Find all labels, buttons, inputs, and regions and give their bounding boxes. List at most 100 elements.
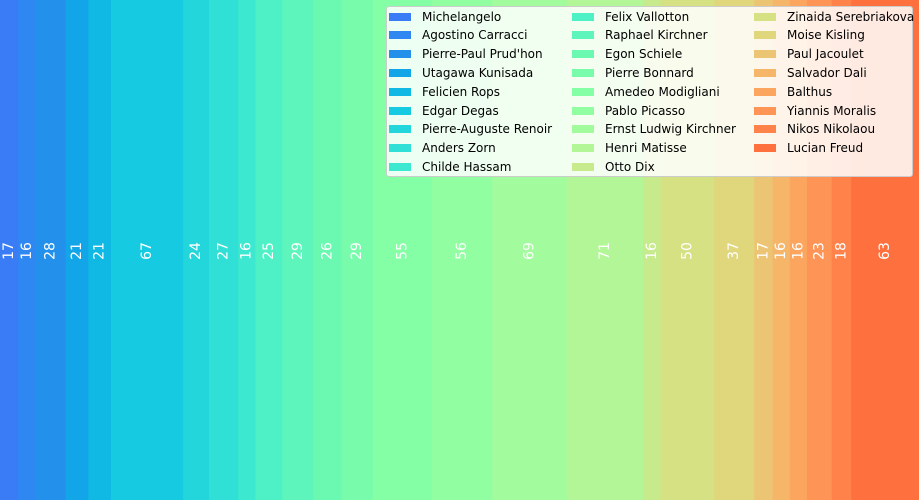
legend-swatch-7 (389, 144, 411, 153)
bar-1 (18, 0, 37, 500)
legend-entry-18: Zinaida Serebriakova (754, 7, 914, 26)
bar-2 (35, 0, 67, 500)
bar-0 (0, 0, 19, 500)
legend-swatch-12 (572, 68, 594, 77)
legend-entry-21: Salvador Dali (754, 63, 867, 82)
legend-label-22: Balthus (787, 84, 833, 99)
legend-label-21: Salvador Dali (787, 65, 867, 80)
legend-label-1: Agostino Carracci (422, 28, 528, 43)
legend-label-8: Childe Hassam (422, 159, 512, 174)
bar-value-label-20: 17 (755, 242, 771, 260)
legend-swatch-3 (389, 68, 411, 77)
legend-swatch-14 (572, 106, 594, 115)
legend-entry-5: Edgar Degas (389, 101, 499, 120)
legend-entry-10: Raphael Kirchner (572, 26, 708, 45)
bar-value-label-4: 21 (92, 242, 108, 260)
legend-entry-3: Utagawa Kunisada (389, 63, 533, 82)
legend-swatch-0 (389, 12, 411, 21)
legend-entry-1: Agostino Carracci (389, 26, 528, 45)
bar-value-label-18: 50 (679, 242, 695, 260)
legend-label-20: Paul Jacoulet (787, 47, 864, 62)
legend-entry-24: Nikos Nikolaou (754, 120, 875, 139)
bar-value-label-24: 18 (833, 242, 849, 260)
legend-label-18: Zinaida Serebriakova (787, 9, 915, 24)
legend-label-5: Edgar Degas (422, 103, 499, 118)
legend-swatch-19 (754, 31, 776, 40)
bar-value-label-3: 21 (69, 242, 85, 260)
legend-swatch-16 (572, 144, 594, 153)
legend-swatch-13 (572, 87, 594, 96)
legend-entry-23: Yiannis Moralis (754, 101, 876, 120)
legend-entry-25: Lucian Freud (754, 139, 863, 158)
legend-entry-13: Amedeo Modigliani (572, 82, 720, 101)
bar-value-label-14: 56 (454, 242, 470, 260)
legend-entry-12: Pierre Bonnard (572, 63, 694, 82)
bar-value-label-17: 16 (644, 242, 660, 260)
legend-swatch-2 (389, 50, 411, 59)
legend-swatch-20 (754, 50, 776, 59)
legend-entry-4: Felicien Rops (389, 82, 500, 101)
legend-label-6: Pierre-Auguste Renoir (422, 122, 553, 137)
legend-entry-22: Balthus (754, 82, 832, 101)
legend-swatch-24 (754, 125, 776, 134)
bar-value-label-12: 29 (349, 242, 365, 260)
legend-entry-0: Michelangelo (389, 7, 501, 26)
legend-label-11: Egon Schiele (605, 47, 683, 62)
legend-entry-19: Moise Kisling (754, 26, 865, 45)
legend-label-19: Moise Kisling (787, 28, 865, 43)
legend-swatch-9 (572, 12, 594, 21)
legend-label-3: Utagawa Kunisada (422, 65, 534, 80)
chart-legend: Michelangelo Agostino Carracci Pierre-Paul… (386, 6, 914, 177)
legend-swatch-5 (389, 106, 411, 115)
legend-label-2: Pierre-Paul Prud'hon (422, 47, 543, 62)
legend-swatch-23 (754, 106, 776, 115)
legend-label-25: Lucian Freud (787, 141, 864, 156)
bar-4 (88, 0, 112, 500)
legend-entry-15: Ernst Ludwig Kirchner (572, 120, 736, 139)
legend-label-4: Felicien Rops (422, 84, 501, 99)
legend-label-16: Henri Matisse (605, 141, 687, 156)
bar-value-label-7: 27 (216, 242, 232, 260)
legend-label-12: Pierre Bonnard (605, 65, 694, 80)
legend-entry-7: Anders Zorn (389, 139, 496, 158)
legend-label-24: Nikos Nikolaou (787, 122, 876, 137)
bar-value-label-6: 24 (188, 242, 204, 260)
legend-swatch-6 (389, 125, 411, 134)
legend-label-14: Pablo Picasso (605, 103, 686, 118)
legend-swatch-11 (572, 50, 594, 59)
bar-8 (238, 0, 256, 500)
legend-swatch-10 (572, 31, 594, 40)
legend-entry-8: Childe Hassam (389, 157, 511, 176)
legend-swatch-22 (754, 87, 776, 96)
legend-swatch-1 (389, 31, 411, 40)
bar-5 (110, 0, 184, 500)
legend-swatch-8 (389, 162, 411, 171)
legend-entry-14: Pablo Picasso (572, 101, 685, 120)
legend-entry-9: Felix Vallotton (572, 7, 689, 26)
bar-12 (341, 0, 374, 500)
legend-label-0: Michelangelo (422, 9, 502, 24)
bar-value-label-22: 16 (790, 242, 806, 260)
bar-10 (282, 0, 315, 500)
legend-label-13: Amedeo Modigliani (605, 84, 720, 99)
bar-value-label-9: 25 (261, 242, 277, 260)
bar-value-label-8: 16 (239, 242, 255, 260)
bar-value-label-2: 28 (43, 242, 59, 260)
bar-6 (183, 0, 210, 500)
bar-9 (255, 0, 283, 500)
bar-value-label-5: 67 (139, 242, 155, 260)
bar-value-label-1: 16 (19, 242, 35, 260)
bar-value-label-16: 71 (597, 242, 613, 260)
legend-swatch-4 (389, 87, 411, 96)
bar-value-label-23: 23 (811, 242, 827, 260)
bar-value-label-19: 37 (726, 242, 742, 260)
bar-value-label-13: 55 (394, 242, 410, 260)
bar-7 (209, 0, 239, 500)
bar-3 (65, 0, 89, 500)
bar-value-label-21: 16 (773, 242, 789, 260)
bar-value-label-15: 69 (522, 242, 538, 260)
legend-swatch-21 (754, 68, 776, 77)
bar-value-label-0: 17 (1, 242, 17, 260)
bar-11 (313, 0, 343, 500)
bar-value-label-10: 29 (290, 242, 306, 260)
